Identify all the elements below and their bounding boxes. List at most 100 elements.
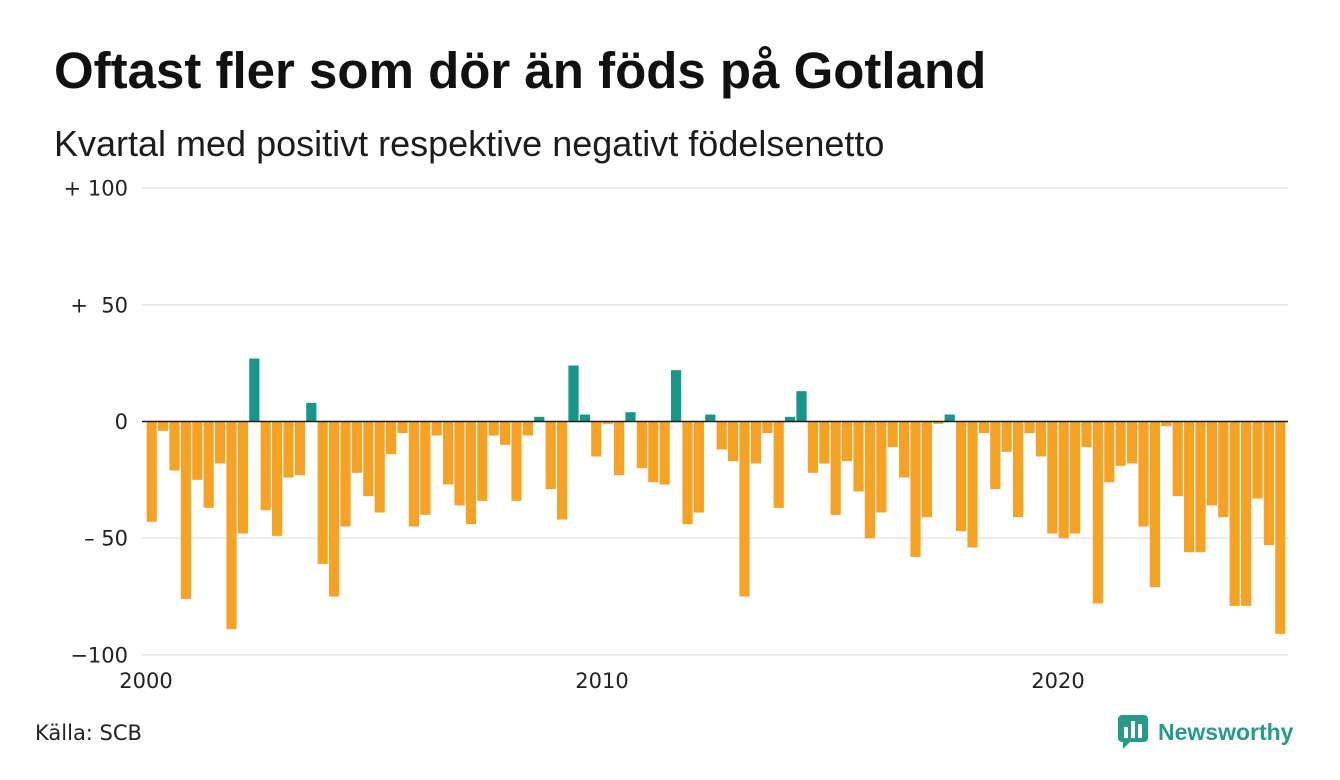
bar-negative — [226, 421, 237, 630]
bar-negative — [1081, 421, 1092, 448]
bar-negative — [1047, 421, 1058, 534]
bar-negative — [819, 421, 830, 464]
bar-negative — [1195, 421, 1206, 553]
bar-negative — [317, 421, 328, 564]
bar-negative — [237, 421, 248, 534]
x-tick-label: 2010 — [575, 669, 628, 693]
bar-negative — [614, 421, 625, 476]
bar-negative — [1241, 421, 1252, 606]
brand-name: Newsworthy — [1158, 719, 1294, 745]
bar-negative — [1138, 421, 1149, 527]
bar-negative — [386, 421, 397, 455]
bar-negative — [260, 421, 271, 511]
bar-negative — [910, 421, 921, 557]
bar-negative — [990, 421, 1001, 490]
bar-negative — [180, 421, 191, 599]
bar-negative — [830, 421, 841, 515]
bar-negative — [1218, 421, 1229, 518]
bar-negative — [762, 421, 773, 434]
bar-negative — [876, 421, 887, 513]
bar-negative — [1115, 421, 1126, 466]
source-note: Källa: SCB — [35, 721, 142, 745]
bar-negative — [1206, 421, 1217, 506]
bar-negative — [1024, 421, 1035, 434]
bar-negative — [1035, 421, 1046, 457]
bar-negative — [887, 421, 898, 448]
bar-negative — [192, 421, 203, 480]
bar-negative — [1058, 421, 1069, 539]
bar-negative — [146, 421, 157, 522]
bar-negative — [294, 421, 305, 476]
bar-positive — [625, 412, 636, 422]
bar-negative — [1104, 421, 1115, 483]
bar-negative — [545, 421, 556, 490]
newsworthy-logo-icon — [1118, 715, 1148, 749]
bar-negative — [933, 421, 944, 424]
bar-negative — [420, 421, 431, 515]
y-tick-label: + 50 — [70, 293, 128, 317]
bar-negative — [864, 421, 875, 539]
bar-positive — [306, 402, 317, 422]
y-tick-label: −100 — [70, 643, 128, 667]
bar-negative — [1275, 421, 1286, 634]
bar-negative — [374, 421, 385, 513]
bar-negative — [682, 421, 693, 525]
y-tick-label: + 100 — [64, 177, 128, 201]
bar-negative — [648, 421, 659, 483]
bar-negative — [158, 421, 169, 431]
bar-negative — [431, 421, 442, 436]
bar-negative — [978, 421, 989, 434]
bar-negative — [773, 421, 784, 508]
bar-negative — [1013, 421, 1024, 518]
bar-negative — [272, 421, 283, 536]
bar-negative — [728, 421, 739, 462]
chart-subtitle: Kvartal med positivt respektive negativt… — [54, 123, 885, 164]
x-tick-label: 2000 — [119, 669, 172, 693]
bar-positive — [534, 416, 545, 422]
bar-negative — [500, 421, 511, 445]
bar-negative — [1161, 421, 1172, 427]
bar-negative — [1149, 421, 1160, 588]
x-axis-labels: 2000 2010 2020 — [119, 669, 1084, 693]
bar-negative — [807, 421, 818, 473]
bar-positive — [705, 414, 716, 422]
y-tick-label: 0 — [115, 410, 128, 434]
bar-negative — [454, 421, 465, 506]
bar-positive — [785, 416, 796, 422]
bar-positive — [579, 414, 590, 422]
bar-positive — [796, 391, 807, 422]
bar-negative — [921, 421, 932, 518]
bar-negative — [591, 421, 602, 457]
bar-negative — [1070, 421, 1081, 534]
bar-positive — [249, 358, 260, 422]
bar-negative — [465, 421, 476, 525]
bar-negative — [602, 421, 613, 424]
bar-negative — [956, 421, 967, 532]
bar-negative — [215, 421, 226, 464]
bar-negative — [408, 421, 419, 527]
bar-negative — [716, 421, 727, 450]
bar-positive — [671, 370, 682, 422]
bar-negative — [1127, 421, 1138, 464]
bar-negative — [1229, 421, 1240, 606]
bar-negative — [203, 421, 214, 508]
bar-negative — [329, 421, 340, 597]
bar-negative — [636, 421, 647, 469]
bar-negative — [169, 421, 180, 471]
bar-negative — [853, 421, 864, 492]
bar-negative — [899, 421, 910, 478]
bar-negative — [351, 421, 362, 473]
bar-negative — [1172, 421, 1183, 497]
y-axis-labels: + 100 + 50 0 – 50 −100 — [64, 177, 128, 668]
bar-negative — [283, 421, 294, 478]
bar-negative — [842, 421, 853, 462]
bar-negative — [1263, 421, 1274, 546]
bar-negative — [477, 421, 488, 501]
bar-positive — [568, 365, 579, 422]
bars — [146, 358, 1286, 634]
bar-positive — [944, 414, 955, 422]
bar-negative — [967, 421, 978, 548]
bar-negative — [1252, 421, 1263, 499]
bar-negative — [750, 421, 761, 464]
bar-negative — [488, 421, 499, 436]
